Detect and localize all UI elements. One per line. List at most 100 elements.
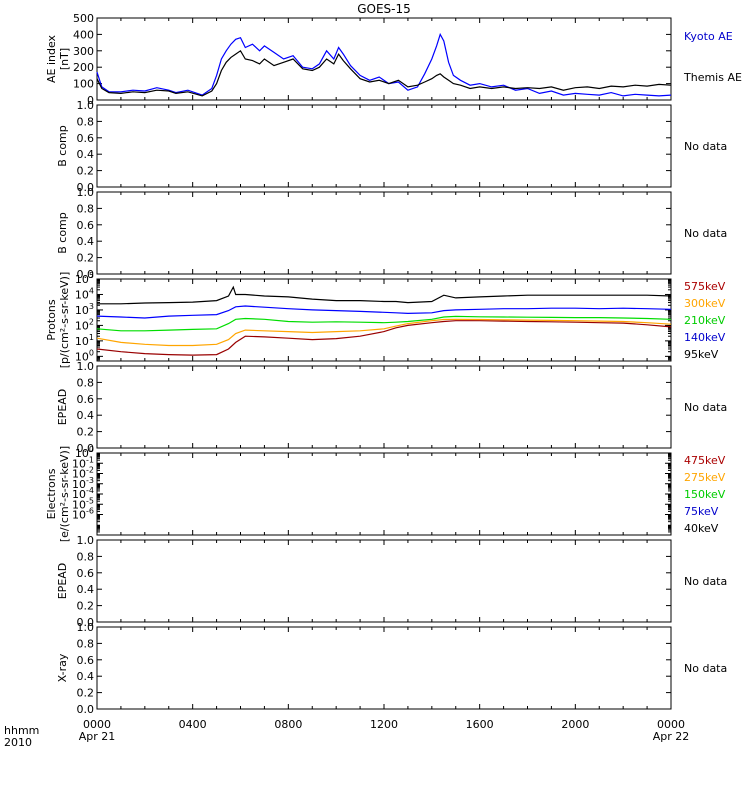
panel-bcomp1-ylabel: B comp (56, 125, 69, 167)
panel-protons-frame (96, 278, 672, 362)
panel-bcomp1-ytick-label: 0.0 (77, 181, 95, 194)
panel-bcomp1-ytick-label: 0.8 (77, 115, 95, 128)
panel-bcomp2-ytick-label: 0.8 (77, 202, 95, 215)
panel-epead1-frame (96, 365, 672, 449)
legend-electrons-40keV: 40keV (684, 522, 719, 535)
panel-epead2-ylabel: EPEAD (56, 563, 69, 600)
panel-ae-ytick-label: 200 (73, 61, 94, 74)
legend-electrons-75keV: 75keV (684, 505, 719, 518)
time-axis-row2-prefix: 2010 (4, 736, 32, 749)
panel-epead2: EPEAD 0.0 0.2 0.4 0.6 0.8 1.0 No data (56, 534, 727, 629)
series-themis-ae-line (96, 49, 672, 97)
date-start-label: Apr 21 (79, 730, 116, 743)
time-tick-label: 0000 (83, 718, 111, 731)
panel-epead2-no-data: No data (684, 575, 727, 588)
panels-layer: AE index [nT] 0 100 200 300 400 500 Kyoto AE Them… (45, 12, 742, 716)
panel-ae-ylabel: AE index (45, 34, 58, 83)
panel-xray-ytick-label: 1.0 (77, 621, 95, 634)
panel-epead1-no-data: No data (684, 401, 727, 414)
panel-bcomp1-ytick-label: 0.4 (77, 148, 95, 161)
panel-epead2-ytick-label: 0.8 (77, 550, 95, 563)
legend-protons-95keV: 95keV (684, 348, 719, 361)
legend-protons-210keV: 210keV (684, 314, 726, 327)
panel-ae-frame (96, 17, 672, 101)
panel-bcomp2-ytick-label: 0.4 (77, 235, 95, 248)
series-protons-140keV-line (96, 305, 672, 319)
panel-ae-ylabel-units: [nT] (58, 48, 71, 70)
panel-xray-frame (96, 626, 672, 710)
panel-xray: X-ray 0.0 0.2 0.4 0.6 0.8 1.0 No data (56, 621, 727, 716)
time-tick-label: 0800 (274, 718, 302, 731)
panel-epead1-ytick-label: 0.2 (77, 426, 95, 439)
panel-bcomp2-ytick-label: 1.0 (77, 186, 95, 199)
panel-protons: Protons [p/(cm²-s-sr-keV)] 100101102103104… (45, 271, 726, 368)
date-end-label: Apr 22 (653, 730, 690, 743)
panel-bcomp2-ytick-label: 0.6 (77, 219, 95, 232)
panel-bcomp1-ytick-label: 0.6 (77, 132, 95, 145)
panel-bcomp1-ytick-label: 0.2 (77, 165, 95, 178)
panel-protons-ytick-label: 103 (75, 302, 94, 317)
panel-bcomp1-frame (96, 104, 672, 188)
time-axis-row1-prefix: hhmm (4, 724, 39, 737)
panel-bcomp2-frame (96, 191, 672, 275)
panel-bcomp2-ytick-label: 0.2 (77, 252, 95, 265)
panel-electrons-ytick-label: 10-1 (72, 455, 94, 470)
panel-electrons-ylabel: Electrons (45, 468, 58, 519)
panel-xray-ytick-label: 0.8 (77, 637, 95, 650)
panel-protons-ytick-label: 100 (75, 348, 94, 363)
series-protons-300keV-line (96, 318, 672, 347)
panel-epead1-ytick-label: 0.8 (77, 376, 95, 389)
panel-electrons-ytick-label: 10-2 (72, 466, 94, 481)
panel-xray-no-data: No data (684, 662, 727, 675)
panel-xray-ytick-label: 0.4 (77, 670, 95, 683)
panel-epead1-ytick-label: 1.0 (77, 360, 95, 373)
panel-protons-ytick-label: 104 (75, 286, 94, 301)
panel-xray-ytick-label: 0.2 (77, 687, 95, 700)
panel-epead1: EPEAD 0.0 0.2 0.4 0.6 0.8 1.0 No data (56, 360, 727, 455)
panel-epead1-ytick-label: 0.4 (77, 409, 95, 422)
panel-electrons-ylabel-units: [e/(cm²-s-sr-keV)] (58, 446, 71, 542)
time-tick-label: 1200 (370, 718, 398, 731)
series-protons-95keV-line (97, 285, 672, 305)
panel-xray-ylabel: X-ray (56, 653, 69, 682)
panel-ae-ytick-label: 300 (73, 45, 94, 58)
panel-epead2-ytick-label: 0.2 (77, 600, 95, 613)
series-protons-210keV-line (96, 315, 672, 332)
panel-epead2-ytick-label: 1.0 (77, 534, 95, 547)
panel-bcomp1-no-data: No data (684, 140, 727, 153)
legend-protons-575keV: 575keV (684, 280, 726, 293)
panel-protons-ylabel-units: [p/(cm²-s-sr-keV)] (58, 272, 71, 369)
panel-ae-ytick-label: 0 (87, 94, 94, 107)
panel-protons-ytick-label: 105 (75, 271, 94, 286)
time-tick-label: 0400 (179, 718, 207, 731)
legend-kyoto-ae: Kyoto AE (684, 30, 733, 43)
panel-protons-ytick-label: 101 (75, 333, 94, 348)
legend-protons-140keV: 140keV (684, 331, 726, 344)
time-tick-label: 2000 (561, 718, 589, 731)
panel-electrons-frame (96, 452, 672, 536)
series-protons-575keV-line (96, 320, 672, 356)
panel-xray-ytick-label: 0.0 (77, 703, 95, 716)
legend-electrons-150keV: 150keV (684, 488, 726, 501)
plot-title: GOES-15 (357, 2, 411, 16)
panel-bcomp1-ytick-label: 1.0 (77, 99, 95, 112)
panel-electrons-ytick-label: 10-4 (72, 486, 94, 501)
panel-xray-ytick-label: 0.6 (77, 654, 95, 667)
panel-ae-ytick-label: 400 (73, 28, 94, 41)
panel-ae: AE index [nT] 0 100 200 300 400 500 Kyoto AE Them… (45, 12, 742, 107)
time-tick-label: 0000 (657, 718, 685, 731)
panel-protons-ylabel: Protons (45, 299, 58, 340)
series-kyoto-ae-line (96, 32, 672, 97)
legend-themis-ae: Themis AE (683, 71, 742, 84)
panel-epead2-ytick-label: 0.4 (77, 583, 95, 596)
panel-epead2-frame (96, 539, 672, 623)
panel-epead1-ylabel: EPEAD (56, 389, 69, 426)
panel-ae-ytick-label: 100 (73, 78, 94, 91)
panel-epead1-ytick-label: 0.6 (77, 393, 95, 406)
panel-electrons-ytick-label: 100 (75, 445, 94, 460)
panel-protons-ytick-label: 102 (75, 317, 94, 332)
panel-bcomp2-no-data: No data (684, 227, 727, 240)
panel-epead2-ytick-label: 0.6 (77, 567, 95, 580)
